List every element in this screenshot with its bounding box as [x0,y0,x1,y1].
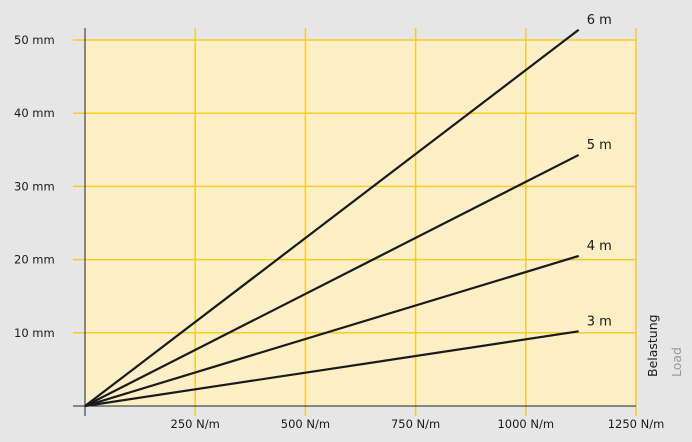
series-line [84,254,580,408]
x-axis-title-de: Belastung [645,314,660,377]
series-label: 5 m [587,138,612,153]
axes [73,28,636,416]
plot-background [85,40,636,406]
labels: 10 mm 20 mm 30 mm 40 mm 50 mm 250 N/m 500 N/m 7… [14,13,664,431]
grid [73,28,637,416]
y-tick-label: 50 mm [14,33,55,47]
x-axis-title: Belastung Load [645,314,684,377]
x-tick-label: 1000 N/m [497,417,554,431]
y-tick-label: 30 mm [14,179,55,193]
y-tick-label: 20 mm [14,253,55,267]
x-axis-title-en: Load [669,347,684,377]
series-label: 6 m [587,13,612,28]
y-tick-label: 10 mm [14,326,55,340]
x-tick-label: 750 N/m [391,417,440,431]
series-label: 4 m [587,239,612,254]
series-line [84,28,580,407]
y-tick-label: 40 mm [14,106,55,120]
x-tick-label: 1250 N/m [608,417,665,431]
series-lines [84,28,580,408]
series-label: 3 m [587,314,612,329]
x-tick-label: 250 N/m [171,417,220,431]
series-line [84,153,580,407]
x-tick-label: 500 N/m [281,417,330,431]
series-line [84,330,579,408]
